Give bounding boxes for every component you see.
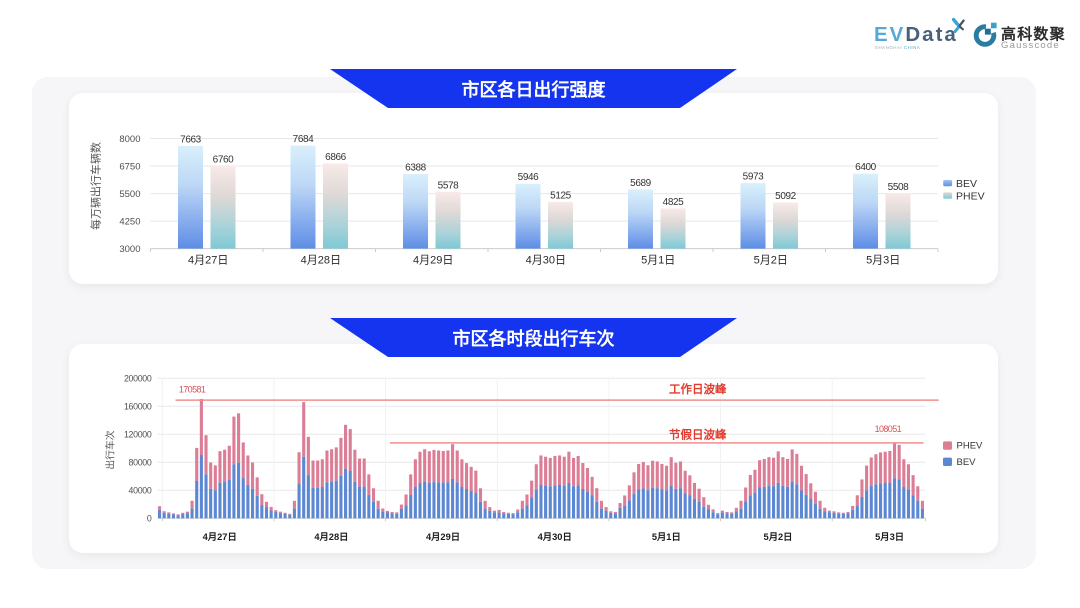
svg-text:PHEV: PHEV <box>956 190 985 202</box>
svg-text:每万辆出行车辆数: 每万辆出行车辆数 <box>89 142 103 230</box>
svg-text:4月28日: 4月28日 <box>314 532 348 542</box>
svg-text:4825: 4825 <box>663 197 684 208</box>
svg-text:出行车次: 出行车次 <box>104 430 117 469</box>
svg-text:6400: 6400 <box>855 162 876 173</box>
svg-text:4月28日: 4月28日 <box>301 255 341 267</box>
svg-text:120000: 120000 <box>124 430 152 440</box>
svg-text:8000: 8000 <box>119 134 140 145</box>
svg-text:40000: 40000 <box>129 486 152 496</box>
svg-text:200000: 200000 <box>124 374 152 384</box>
svg-text:BEV: BEV <box>957 457 977 468</box>
svg-text:4250: 4250 <box>119 217 140 228</box>
svg-text:6866: 6866 <box>325 152 346 163</box>
svg-text:5月3日: 5月3日 <box>875 532 904 542</box>
svg-text:4月29日: 4月29日 <box>413 255 453 267</box>
svg-text:节假日波峰: 节假日波峰 <box>669 427 727 441</box>
svg-text:3000: 3000 <box>119 244 140 255</box>
svg-text:160000: 160000 <box>124 402 152 412</box>
svg-text:108051: 108051 <box>875 424 902 434</box>
svg-text:5578: 5578 <box>438 180 459 191</box>
svg-text:5月2日: 5月2日 <box>754 255 788 267</box>
svg-text:80000: 80000 <box>129 458 152 468</box>
svg-text:4月30日: 4月30日 <box>538 532 572 542</box>
svg-text:5946: 5946 <box>518 172 539 183</box>
svg-text:5973: 5973 <box>743 172 764 183</box>
svg-text:4月29日: 4月29日 <box>426 532 460 542</box>
svg-text:5月2日: 5月2日 <box>764 532 793 542</box>
svg-text:4月27日: 4月27日 <box>188 255 228 267</box>
svg-text:0: 0 <box>147 514 152 524</box>
svg-text:SHANGHAI CHINA: SHANGHAI CHINA <box>875 45 920 50</box>
svg-text:5689: 5689 <box>630 178 651 189</box>
svg-text:工作日波峰: 工作日波峰 <box>669 382 727 396</box>
svg-text:BEV: BEV <box>956 178 977 190</box>
svg-text:5125: 5125 <box>550 190 571 201</box>
svg-text:4月27日: 4月27日 <box>203 532 237 542</box>
svg-text:5月1日: 5月1日 <box>652 532 681 542</box>
svg-text:6760: 6760 <box>213 154 234 165</box>
svg-text:5508: 5508 <box>888 182 909 193</box>
svg-text:170581: 170581 <box>179 385 206 395</box>
svg-text:5500: 5500 <box>119 189 140 200</box>
svg-text:6388: 6388 <box>405 163 426 174</box>
svg-text:7684: 7684 <box>293 134 314 145</box>
svg-text:PHEV: PHEV <box>957 441 984 452</box>
svg-text:5月3日: 5月3日 <box>866 255 900 267</box>
svg-text:4月30日: 4月30日 <box>526 255 566 267</box>
svg-text:7663: 7663 <box>180 134 201 145</box>
svg-text:5092: 5092 <box>775 191 796 202</box>
svg-text:5月1日: 5月1日 <box>641 255 675 267</box>
svg-text:6750: 6750 <box>119 161 140 172</box>
